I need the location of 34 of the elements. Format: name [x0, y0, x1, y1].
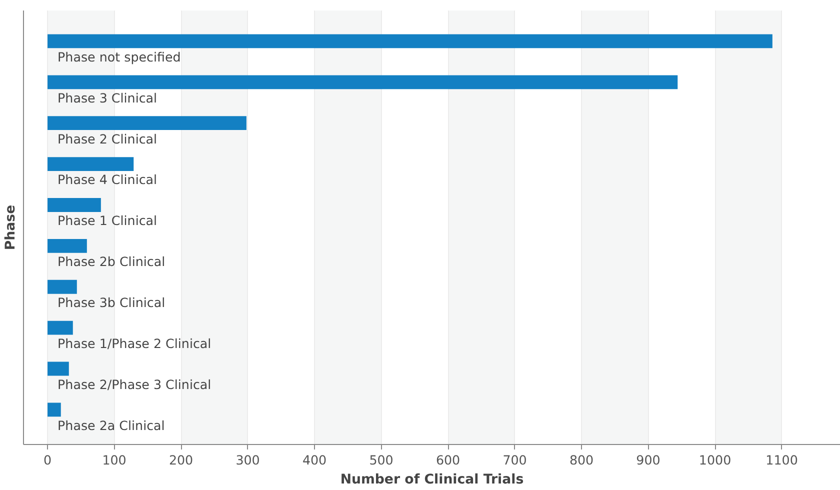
x-tick-label: 100 [102, 452, 126, 468]
x-tick-label: 600 [436, 452, 460, 468]
x-tick-label: 1100 [766, 452, 798, 468]
y-tick-label: Phase 1 Clinical [58, 213, 158, 228]
x-tick-label: 400 [302, 452, 327, 468]
y-tick-label: Phase not specified [58, 49, 181, 64]
y-tick-label: Phase 1/Phase 2 Clinical [58, 336, 212, 351]
y-axis-title: Phase [4, 204, 18, 250]
y-tick-label: Phase 2/Phase 3 Clinical [58, 376, 212, 392]
x-tick-label: 200 [168, 452, 194, 468]
bar [48, 402, 61, 417]
y-tick-label: Phase 3 Clinical [58, 90, 158, 106]
bar [48, 280, 77, 294]
x-tick-label: 900 [636, 452, 660, 468]
y-tick-label: Phase 3b Clinical [58, 295, 166, 310]
bar [48, 116, 246, 130]
x-axis-title: Number of Clinical Trials [340, 472, 524, 488]
x-tick-label: 1000 [698, 452, 732, 468]
bar [48, 362, 69, 376]
x-tick-label: 700 [502, 452, 527, 468]
x-tick-label: 800 [569, 452, 594, 468]
bar [48, 320, 73, 335]
y-tick-label: Phase 2 Clinical [58, 131, 158, 146]
bar [48, 157, 134, 171]
bar [48, 198, 101, 212]
x-tick-label: 0 [44, 452, 52, 468]
bar [48, 238, 87, 253]
bar [48, 34, 772, 48]
x-tick-label: 300 [236, 452, 260, 468]
bar [48, 75, 678, 90]
y-tick-label: Phase 2b Clinical [58, 254, 166, 270]
y-tick-label: Phase 4 Clinical [58, 172, 158, 188]
x-tick-label: 500 [369, 452, 394, 468]
y-tick-label: Phase 2a Clinical [58, 418, 165, 433]
